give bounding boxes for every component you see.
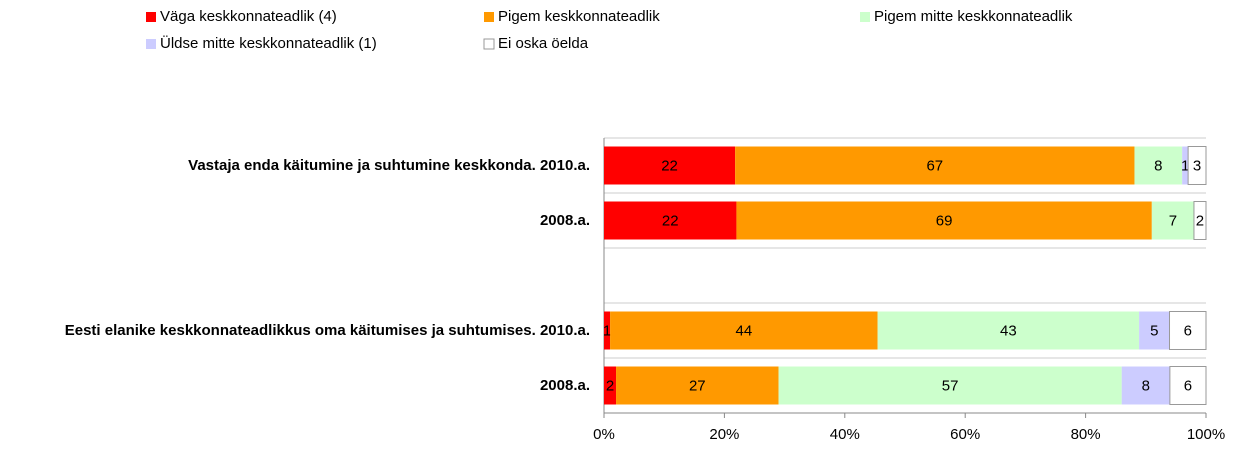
value-label: 2 [1196, 212, 1204, 229]
value-label: 2 [606, 377, 614, 394]
legend-label: Pigem keskkonnateadlik [498, 8, 660, 25]
bar-segment [616, 366, 779, 405]
bar-segment [736, 201, 1152, 240]
legend-swatch [483, 38, 495, 50]
legend-label: Üldse mitte keskkonnateadlik (1) [160, 34, 377, 52]
legend-swatch [146, 39, 156, 49]
bar-segment [1187, 146, 1207, 185]
value-label: 22 [661, 157, 678, 174]
category-label: Vastaja enda käitumine ja suhtumine kesk… [188, 156, 590, 174]
category-label: Eesti elanike keskkonnateadlikkus oma kä… [64, 321, 590, 339]
legend-label: Väga keskkonnateadlik (4) [160, 8, 337, 25]
bar-segment [735, 146, 1135, 185]
legend-swatch [484, 12, 494, 22]
value-label: 6 [1184, 322, 1192, 339]
bar-segment [1139, 311, 1170, 350]
bar-segment [604, 201, 737, 240]
bar-segment [604, 311, 611, 350]
value-label: 44 [736, 322, 753, 339]
value-label: 1 [1181, 157, 1189, 174]
bar-segment [1151, 201, 1194, 240]
x-tick-label: 80% [1071, 426, 1101, 443]
value-label: 3 [1193, 157, 1201, 174]
bar-segment [877, 311, 1140, 350]
value-label: 43 [1000, 322, 1017, 339]
legend-swatch [860, 12, 870, 22]
value-label: 8 [1142, 377, 1150, 394]
category-label: 2008.a. [539, 211, 590, 229]
legend-label: Pigem mitte keskkonnateadlik [874, 8, 1073, 25]
value-label: 5 [1150, 322, 1158, 339]
legend-label: Ei oska öelda [498, 35, 589, 52]
value-label: 8 [1154, 157, 1162, 174]
x-tick-label: 100% [1187, 426, 1225, 443]
bar-segment [778, 366, 1122, 405]
bar-segment [1193, 201, 1207, 240]
value-label: 69 [936, 212, 953, 229]
bar-segment [1182, 146, 1189, 185]
x-tick-label: 60% [950, 426, 980, 443]
x-tick-label: 0% [593, 426, 615, 443]
value-label: 27 [689, 377, 706, 394]
bar-segment [1121, 366, 1170, 405]
x-tick-label: 20% [709, 426, 739, 443]
bar-segment [1134, 146, 1183, 185]
bar-segment [610, 311, 878, 350]
bar-segment [604, 366, 617, 405]
value-label: 67 [926, 157, 943, 174]
value-label: 1 [603, 322, 611, 339]
value-label: 6 [1184, 377, 1192, 394]
value-label: 57 [942, 377, 959, 394]
bar-segment [1169, 366, 1207, 405]
bar-segment [604, 146, 736, 185]
bar-segment [1169, 311, 1207, 350]
value-label: 22 [662, 212, 679, 229]
value-label: 7 [1169, 212, 1177, 229]
legend-swatch [146, 12, 156, 22]
x-tick-label: 40% [830, 426, 860, 443]
category-label: 2008.a. [539, 376, 590, 394]
